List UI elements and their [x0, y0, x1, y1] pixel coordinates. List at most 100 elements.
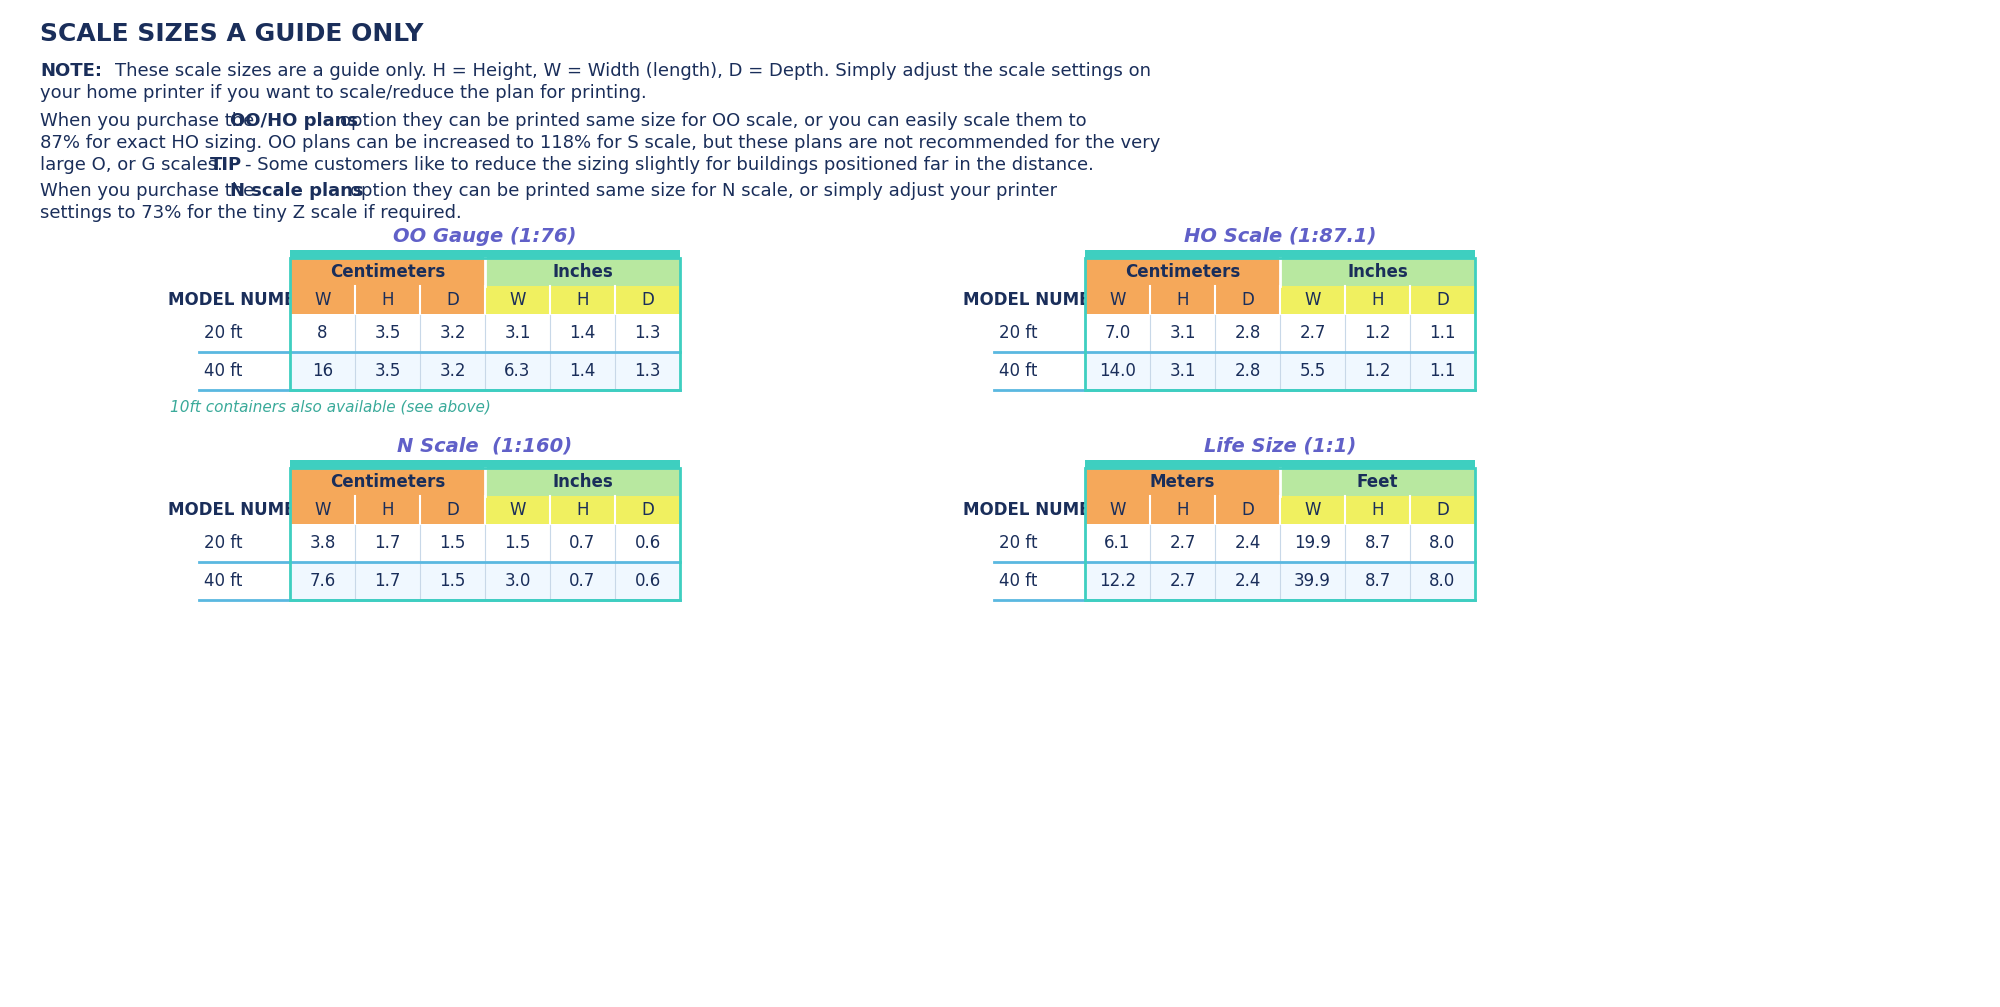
Text: 1.1: 1.1 [1430, 324, 1456, 342]
Text: 1.2: 1.2 [1364, 324, 1390, 342]
Text: 2.7: 2.7 [1170, 534, 1196, 552]
Text: H: H [1372, 291, 1384, 309]
Bar [1150, 562, 1216, 600]
Bar [616, 314, 680, 352]
Text: 14.0: 14.0 [1100, 362, 1136, 380]
Text: H: H [382, 501, 394, 519]
Text: 40 ft: 40 ft [204, 362, 242, 380]
Text: 8.0: 8.0 [1430, 534, 1456, 552]
Text: MODEL NUMBER: MODEL NUMBER [964, 501, 1116, 519]
Text: Inches: Inches [552, 263, 612, 281]
Text: D: D [1242, 291, 1254, 309]
Text: 6.1: 6.1 [1104, 534, 1130, 552]
Bar [290, 524, 356, 562]
Text: OO/HO plans: OO/HO plans [230, 112, 358, 130]
Bar [420, 314, 484, 352]
Bar [550, 524, 616, 562]
Bar [420, 496, 484, 524]
Text: 0.7: 0.7 [570, 572, 596, 590]
Text: H: H [576, 501, 588, 519]
Text: W: W [1304, 291, 1320, 309]
Text: W: W [1110, 501, 1126, 519]
Bar [1280, 352, 1344, 390]
Bar [420, 524, 484, 562]
Bar [1280, 496, 1344, 524]
Bar [484, 314, 550, 352]
Bar [1410, 352, 1476, 390]
Text: 3.8: 3.8 [310, 534, 336, 552]
Bar [1216, 286, 1280, 314]
Text: TIP: TIP [210, 156, 242, 174]
Text: 8.0: 8.0 [1430, 572, 1456, 590]
Text: HO Scale (1:87.1): HO Scale (1:87.1) [1184, 227, 1376, 246]
Text: 1.7: 1.7 [374, 534, 400, 552]
Bar [290, 286, 356, 314]
Bar [616, 524, 680, 562]
Text: 2.4: 2.4 [1234, 572, 1260, 590]
Text: D: D [1436, 501, 1448, 519]
Bar [484, 562, 550, 600]
Bar [1280, 314, 1344, 352]
Text: 3.0: 3.0 [504, 572, 530, 590]
Bar [484, 524, 550, 562]
Text: 40 ft: 40 ft [204, 572, 242, 590]
Bar [1084, 468, 1476, 600]
Bar [1216, 562, 1280, 600]
Bar [1150, 496, 1216, 524]
Text: large O, or G scales.: large O, or G scales. [40, 156, 228, 174]
Text: option they can be printed same size for OO scale, or you can easily scale them : option they can be printed same size for… [340, 112, 1086, 130]
Bar [1084, 496, 1150, 524]
Bar [1280, 562, 1344, 600]
Text: 20 ft: 20 ft [204, 324, 242, 342]
Bar [1410, 496, 1476, 524]
Bar [1084, 258, 1280, 286]
Text: SCALE SIZES A GUIDE ONLY: SCALE SIZES A GUIDE ONLY [40, 22, 424, 46]
Text: Inches: Inches [1348, 263, 1408, 281]
Bar [1410, 562, 1476, 600]
Bar [1344, 524, 1410, 562]
Bar [1280, 286, 1344, 314]
Bar [484, 258, 680, 286]
Text: W: W [314, 291, 330, 309]
Text: 3.1: 3.1 [1170, 362, 1196, 380]
Text: 1.3: 1.3 [634, 324, 660, 342]
Text: H: H [1372, 501, 1384, 519]
Text: 2.7: 2.7 [1170, 572, 1196, 590]
Bar [1344, 496, 1410, 524]
Bar [290, 352, 356, 390]
Text: Life Size (1:1): Life Size (1:1) [1204, 437, 1356, 456]
Text: 40 ft: 40 ft [1000, 572, 1038, 590]
Text: 1.2: 1.2 [1364, 362, 1390, 380]
Text: N scale plans: N scale plans [230, 182, 364, 200]
Text: 3.2: 3.2 [440, 324, 466, 342]
Text: W: W [510, 291, 526, 309]
Bar [616, 496, 680, 524]
Bar [550, 352, 616, 390]
Bar [484, 286, 550, 314]
Text: 16: 16 [312, 362, 334, 380]
Bar [1280, 468, 1476, 496]
Bar [1084, 314, 1150, 352]
Text: 0.7: 0.7 [570, 534, 596, 552]
Bar [1216, 496, 1280, 524]
Text: D: D [1242, 501, 1254, 519]
Text: Centimeters: Centimeters [1124, 263, 1240, 281]
Bar [550, 496, 616, 524]
Text: 8.7: 8.7 [1364, 572, 1390, 590]
Bar [484, 352, 550, 390]
Text: 2.8: 2.8 [1234, 324, 1260, 342]
Text: H: H [1176, 501, 1188, 519]
Text: option they can be printed same size for N scale, or simply adjust your printer: option they can be printed same size for… [350, 182, 1058, 200]
Text: 20 ft: 20 ft [204, 534, 242, 552]
Text: 20 ft: 20 ft [1000, 324, 1038, 342]
Text: W: W [510, 501, 526, 519]
Bar [1344, 562, 1410, 600]
Text: 2.4: 2.4 [1234, 534, 1260, 552]
Text: 7.0: 7.0 [1104, 324, 1130, 342]
Text: settings to 73% for the tiny Z scale if required.: settings to 73% for the tiny Z scale if … [40, 204, 462, 222]
Bar [290, 258, 680, 390]
Text: your home printer if you want to scale/reduce the plan for printing.: your home printer if you want to scale/r… [40, 84, 646, 102]
Text: 1.5: 1.5 [440, 572, 466, 590]
Bar [616, 562, 680, 600]
Bar [1410, 524, 1476, 562]
